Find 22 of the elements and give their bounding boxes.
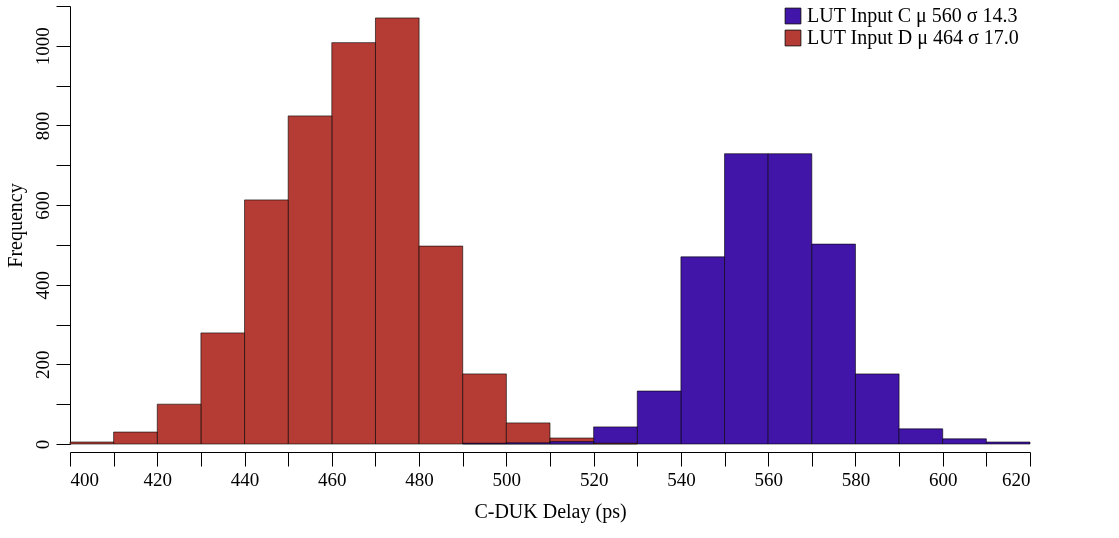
legend-label: LUT Input C μ 560 σ 14.3: [807, 4, 1018, 27]
x-tick-label: 500: [492, 468, 522, 490]
x-tick-label: 400: [70, 468, 99, 490]
x-axis-title: C-DUK Delay (ps): [474, 499, 627, 523]
y-tick-label: 0: [31, 439, 53, 450]
x-tick-label: 420: [143, 468, 173, 490]
y-tick-label: 400: [31, 270, 53, 300]
x-tick-label: 560: [754, 468, 783, 490]
y-axis-title: Frequency: [3, 183, 27, 268]
x-tick-label: 440: [230, 468, 260, 490]
y-tick-label: 1000: [31, 27, 53, 66]
legend-label: LUT Input D μ 464 σ 17.0: [807, 26, 1019, 49]
x-tick-label: 460: [318, 468, 347, 490]
x-tick-label: 600: [928, 468, 958, 490]
x-tick-label: 520: [579, 468, 609, 490]
y-tick-label: 800: [31, 111, 53, 141]
x-tick-label: 580: [841, 468, 871, 490]
x-tick-label: 620: [1002, 468, 1031, 490]
y-tick-label: 600: [31, 191, 53, 220]
x-tick-label: 480: [405, 468, 434, 490]
x-tick-label: 540: [667, 468, 696, 490]
y-tick-label: 200: [31, 350, 53, 380]
